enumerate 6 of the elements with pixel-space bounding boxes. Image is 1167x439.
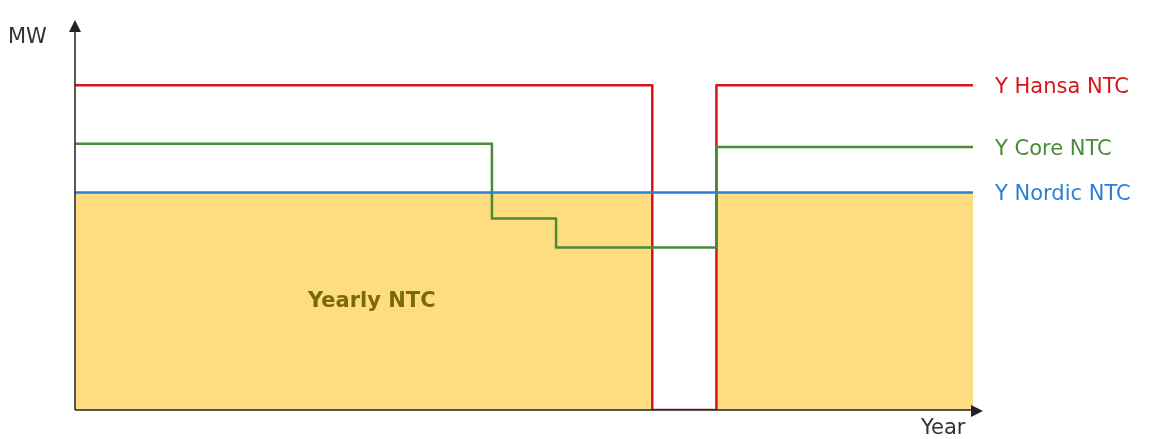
series-label: Y Hansa NTC bbox=[994, 74, 1129, 99]
series-label: Y Nordic NTC bbox=[994, 181, 1131, 206]
series-label: Y Core NTC bbox=[994, 135, 1112, 160]
x-axis-title: Year bbox=[921, 415, 966, 439]
annotation: Yearly NTC bbox=[308, 288, 436, 312]
y-axis-title: MW bbox=[8, 24, 47, 48]
